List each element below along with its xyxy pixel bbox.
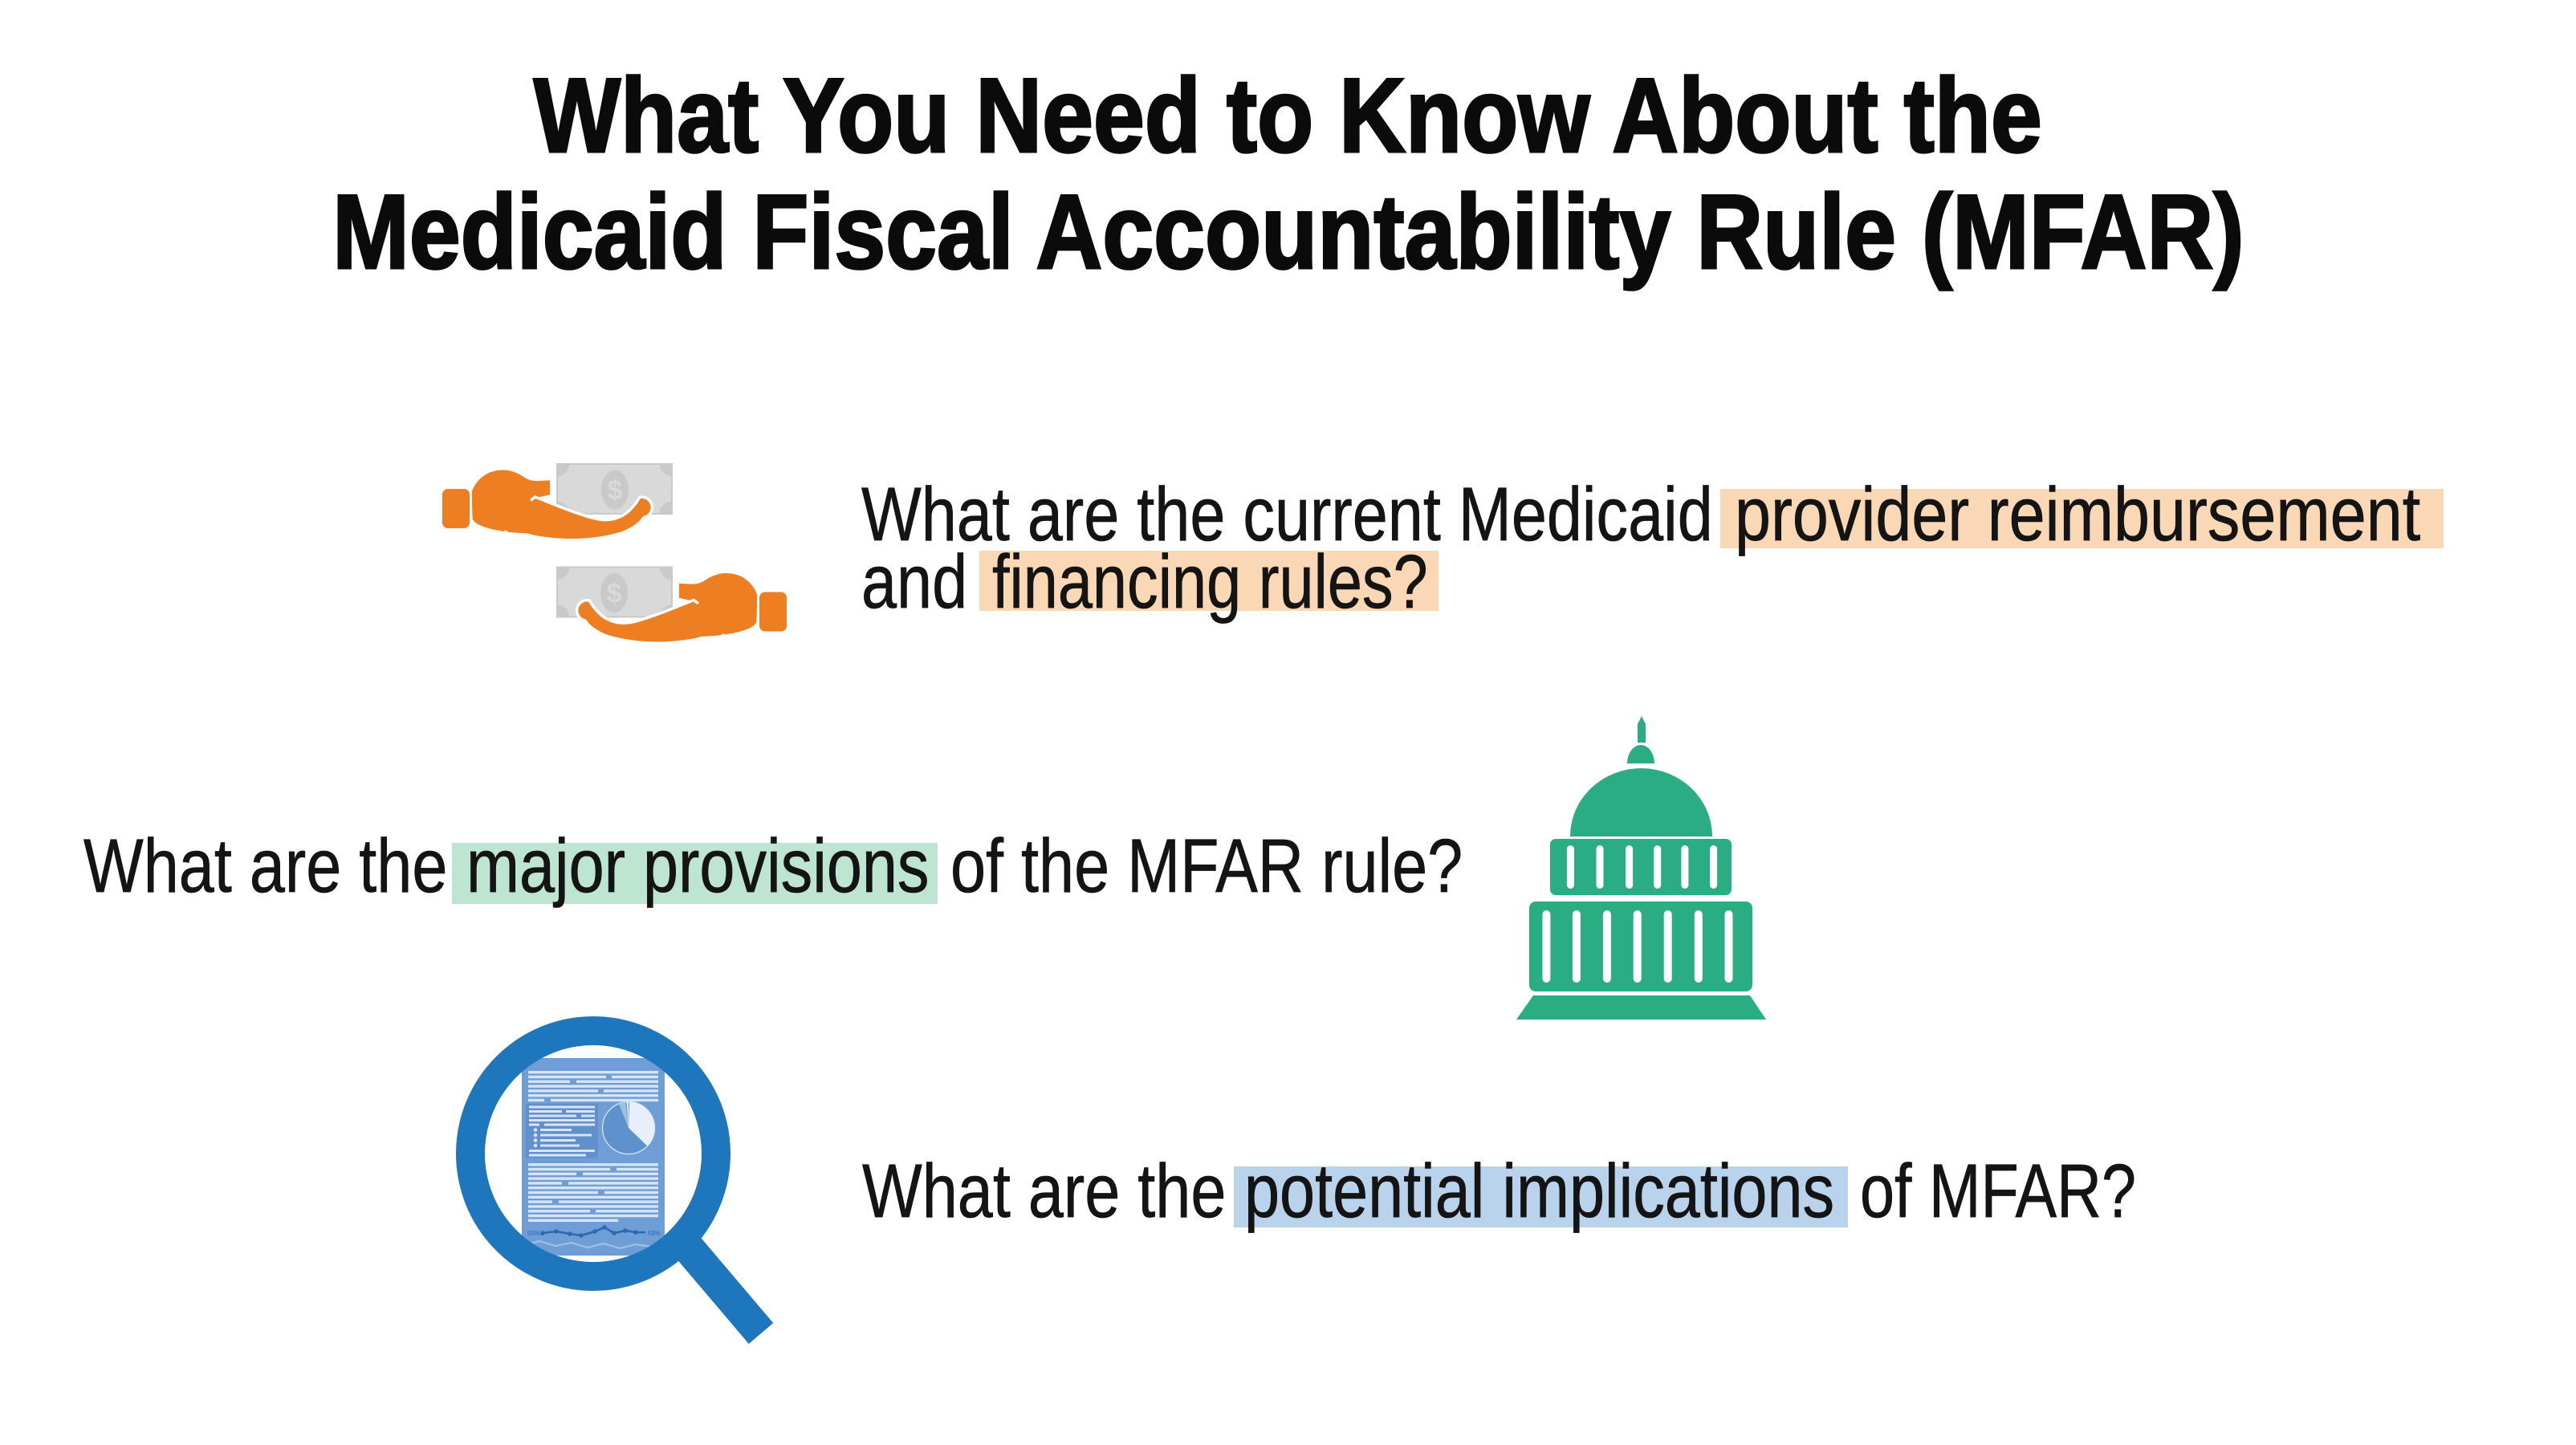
svg-text:$: $ — [607, 579, 622, 609]
svg-text:58%: 58% — [648, 1230, 661, 1237]
svg-text:$: $ — [608, 475, 623, 506]
svg-text:50%: 50% — [527, 1230, 540, 1237]
